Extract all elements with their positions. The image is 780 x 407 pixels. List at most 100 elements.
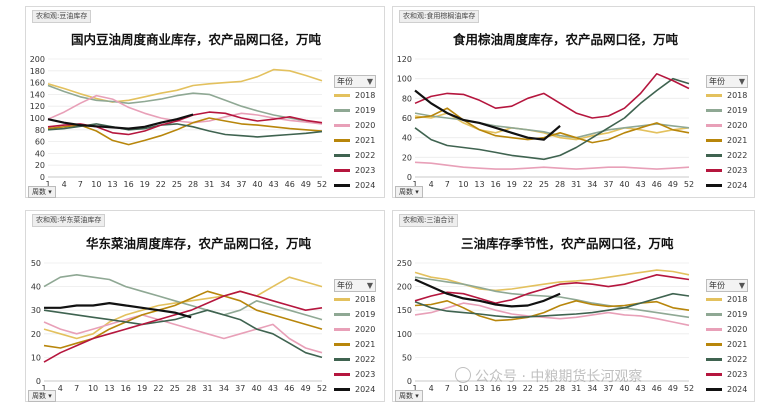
- filter-funnel-icon[interactable]: ▼: [366, 77, 373, 86]
- legend-label: 2018: [355, 295, 376, 304]
- wechat-icon: [455, 367, 471, 383]
- x-tick-label: 10: [91, 180, 101, 189]
- legend-item-2024[interactable]: 2024: [706, 382, 748, 397]
- series-line-2024: [414, 89, 561, 141]
- filter-label: 周数: [399, 392, 413, 400]
- x-tick-label: 52: [317, 384, 327, 393]
- filter-funnel-icon[interactable]: ▼: [738, 77, 745, 86]
- legend-item-2019[interactable]: 2019: [334, 103, 376, 118]
- week-filter-button[interactable]: 周数 ▾: [28, 186, 56, 198]
- x-tick-label: 10: [88, 384, 98, 393]
- x-tick-label: 31: [202, 384, 212, 393]
- x-tick-label: 16: [123, 180, 133, 189]
- sheet-tag: 农和观:食用棕榈油库存: [399, 10, 480, 23]
- legend-swatch: [334, 169, 350, 172]
- legend-item-2020[interactable]: 2020: [706, 322, 748, 337]
- legend-label: 2023: [355, 166, 376, 175]
- legend-swatch: [334, 358, 350, 361]
- legend-label: 2024: [727, 181, 748, 190]
- legend: 年份 ▼ 2018 2019 2020 2021 2022 2023 2024: [334, 75, 376, 193]
- legend-item-2023[interactable]: 2023: [706, 163, 748, 178]
- y-tick-label: 250: [397, 259, 412, 268]
- y-tick-label: 200: [397, 283, 412, 292]
- legend-item-2020[interactable]: 2020: [706, 118, 748, 133]
- line-chart: 0 50 100 150 200 250 1 4 7 10 13 16 19 22 25 28 31 34 37 40…: [397, 259, 694, 393]
- x-tick-label: 40: [251, 384, 261, 393]
- legend-label: 2022: [727, 355, 748, 364]
- legend-item-2020[interactable]: 2020: [334, 322, 376, 337]
- legend-item-2022[interactable]: 2022: [706, 352, 748, 367]
- series-line-2024: [47, 113, 194, 130]
- legend-item-2021[interactable]: 2021: [334, 133, 376, 148]
- filter-funnel-icon[interactable]: ▼: [366, 281, 373, 290]
- legend-item-2023[interactable]: 2023: [334, 163, 376, 178]
- y-tick-label: 100: [30, 114, 45, 123]
- x-tick-label: 7: [445, 180, 450, 189]
- legend-item-2023[interactable]: 2023: [706, 367, 748, 382]
- legend-label: 2020: [727, 325, 748, 334]
- x-tick-label: 16: [121, 384, 131, 393]
- legend-item-2021[interactable]: 2021: [334, 337, 376, 352]
- series-line-2020: [414, 302, 690, 327]
- week-filter-button[interactable]: 周数 ▾: [395, 390, 423, 402]
- legend-item-2019[interactable]: 2019: [706, 103, 748, 118]
- x-tick-label: 49: [668, 180, 678, 189]
- week-filter-button[interactable]: 周数 ▾: [395, 186, 423, 198]
- y-tick-label: 20: [35, 161, 45, 170]
- series-line-2024: [414, 278, 561, 308]
- x-tick-label: 7: [78, 180, 83, 189]
- legend-item-2018[interactable]: 2018: [334, 88, 376, 103]
- legend-item-2024[interactable]: 2024: [706, 178, 748, 193]
- legend-swatch: [706, 154, 722, 157]
- series-line-2019: [47, 84, 323, 125]
- x-tick-label: 49: [668, 384, 678, 393]
- x-tick-label: 25: [539, 180, 549, 189]
- legend-item-2023[interactable]: 2023: [334, 367, 376, 382]
- legend-filter-header[interactable]: 年份 ▼: [706, 75, 748, 88]
- dropdown-arrow-icon: ▾: [415, 188, 419, 196]
- y-tick-label: 140: [30, 90, 45, 99]
- y-tick-label: 50: [402, 353, 412, 362]
- legend-item-2018[interactable]: 2018: [334, 292, 376, 307]
- y-tick-label: 0: [40, 173, 45, 182]
- legend-filter-header[interactable]: 年份 ▼: [334, 279, 376, 292]
- legend-item-2018[interactable]: 2018: [706, 292, 748, 307]
- legend-item-2021[interactable]: 2021: [706, 337, 748, 352]
- legend-swatch: [334, 124, 350, 127]
- legend-item-2022[interactable]: 2022: [334, 148, 376, 163]
- y-tick-label: 150: [397, 306, 412, 315]
- legend-filter-header[interactable]: 年份 ▼: [334, 75, 376, 88]
- x-tick-label: 13: [107, 180, 117, 189]
- series-line-2022: [414, 77, 690, 161]
- x-tick-label: 46: [285, 180, 295, 189]
- legend-item-2024[interactable]: 2024: [334, 178, 376, 193]
- legend-label: 2022: [355, 151, 376, 160]
- x-tick-label: 1: [41, 384, 46, 393]
- legend-item-2021[interactable]: 2021: [706, 133, 748, 148]
- filter-funnel-icon[interactable]: ▼: [738, 281, 745, 290]
- chart-panel-three-oils: 农和观:三油合计 三油库存季节性，农产品网口径，万吨 0 50 100 150 200 2…: [392, 210, 755, 402]
- legend-filter-header[interactable]: 年份 ▼: [706, 279, 748, 292]
- legend-label: 2023: [727, 370, 748, 379]
- legend-item-2019[interactable]: 2019: [706, 307, 748, 322]
- week-filter-button[interactable]: 周数 ▾: [28, 390, 56, 402]
- chart-title: 食用棕油周度库存，农产品网口径，万吨: [453, 32, 679, 47]
- legend-item-2019[interactable]: 2019: [334, 307, 376, 322]
- y-tick-label: 100: [397, 75, 412, 84]
- legend-item-2024[interactable]: 2024: [334, 382, 376, 397]
- chart-panel-palm-oil: 农和观:食用棕榈油库存 食用棕油周度库存，农产品网口径，万吨 0 20 40 60 80…: [392, 6, 755, 198]
- legend-item-2020[interactable]: 2020: [334, 118, 376, 133]
- legend-item-2018[interactable]: 2018: [706, 88, 748, 103]
- y-tick-label: 60: [35, 138, 45, 147]
- x-tick-label: 37: [603, 180, 613, 189]
- legend: 年份 ▼ 2018 2019 2020 2021 2022 2023 2024: [706, 279, 748, 397]
- x-tick-label: 40: [619, 180, 629, 189]
- x-tick-label: 34: [220, 180, 230, 189]
- legend-header-label: 年份: [337, 77, 353, 86]
- legend-item-2022[interactable]: 2022: [706, 148, 748, 163]
- x-tick-label: 13: [474, 384, 484, 393]
- legend-item-2022[interactable]: 2022: [334, 352, 376, 367]
- x-tick-label: 13: [474, 180, 484, 189]
- x-tick-label: 37: [236, 180, 246, 189]
- legend-label: 2022: [727, 151, 748, 160]
